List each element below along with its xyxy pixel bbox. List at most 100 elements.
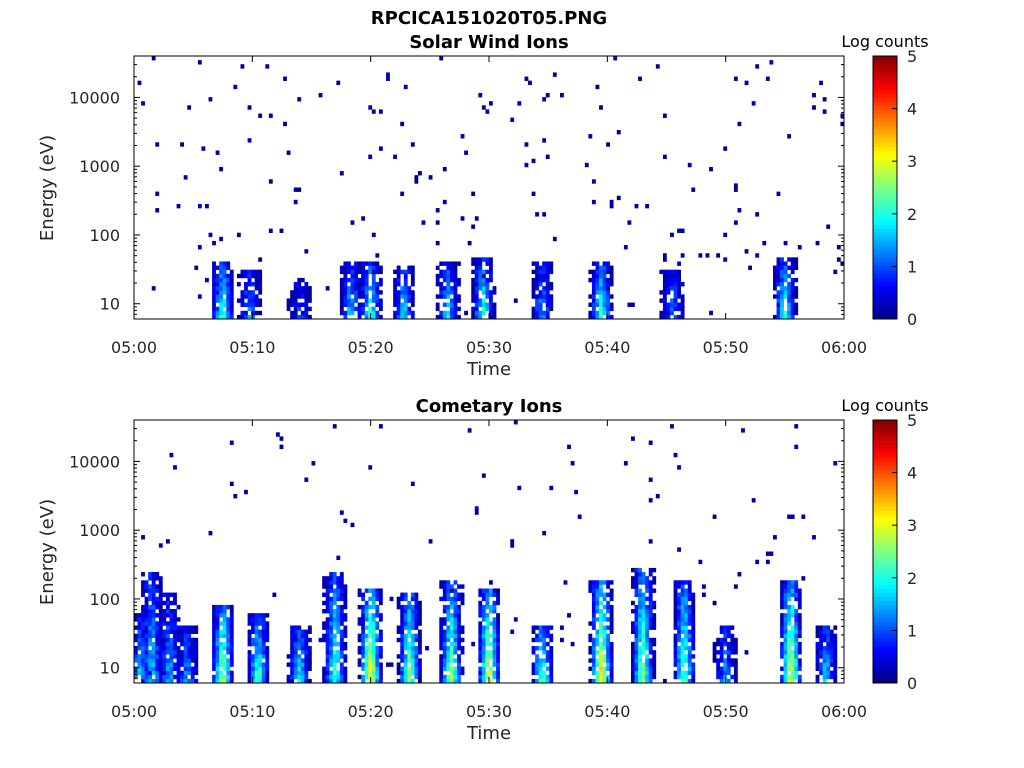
heatmap-cell <box>194 625 199 630</box>
heatmap-cell <box>158 658 163 663</box>
heatmap-cell <box>826 633 831 639</box>
heatmap-cell <box>535 314 539 320</box>
heatmap-cell <box>251 302 255 307</box>
heatmap-cell <box>606 658 610 663</box>
heatmap-cell <box>329 654 334 659</box>
heatmap-cell <box>293 290 298 295</box>
heatmap-cell <box>652 625 657 630</box>
heatmap-cell <box>542 646 547 651</box>
heatmap-cell <box>357 290 362 295</box>
heatmap-cell <box>638 650 642 655</box>
heatmap-cell <box>354 277 358 283</box>
heatmap-cell <box>797 245 802 250</box>
heatmap-cell <box>297 658 302 663</box>
heatmap-cell <box>187 666 192 671</box>
heatmap-cell <box>471 294 476 299</box>
heatmap-cell <box>151 646 156 651</box>
heatmap-cell <box>332 613 337 618</box>
heatmap-cell <box>297 277 302 283</box>
heatmap-cell <box>396 670 401 676</box>
heatmap-cell <box>400 592 405 597</box>
heatmap-cells <box>137 56 845 320</box>
heatmap-cell <box>780 298 784 303</box>
colorbar-swatch <box>873 92 897 98</box>
heatmap-cell <box>485 650 490 655</box>
heatmap-cell <box>634 637 639 643</box>
heatmap-cell <box>251 670 255 676</box>
heatmap-cell <box>684 633 689 639</box>
heatmap-cell <box>783 678 788 684</box>
heatmap-cell <box>691 613 696 618</box>
heatmap-cell <box>755 212 760 217</box>
heatmap-cell <box>300 633 305 639</box>
heatmap-cell <box>265 658 270 663</box>
heatmap-cell <box>141 674 145 680</box>
heatmap-cell <box>144 658 149 663</box>
heatmap-cell <box>187 654 192 659</box>
heatmap-cell <box>265 670 270 676</box>
heatmap-cell <box>247 138 252 143</box>
heatmap-cell <box>687 596 692 602</box>
heatmap-cell <box>787 678 792 684</box>
heatmap-cell <box>325 588 330 593</box>
heatmap-cell <box>609 641 614 647</box>
heatmap-cell <box>474 286 479 291</box>
heatmap-cell <box>364 617 369 622</box>
heatmap-cell <box>730 650 735 655</box>
heatmap-cell <box>595 629 600 634</box>
heatmap-cell <box>307 294 312 299</box>
heatmap-cell <box>634 592 639 597</box>
heatmap-cell <box>489 314 493 320</box>
heatmap-cell <box>226 678 231 684</box>
colorbar-swatch <box>873 641 897 647</box>
heatmap-cell <box>677 273 681 279</box>
colorbar-tick-label: 3 <box>907 152 917 171</box>
heatmap-cell <box>378 269 383 275</box>
heatmap-cell <box>666 286 671 291</box>
heatmap-cell <box>364 604 369 610</box>
heatmap-cell <box>354 269 358 275</box>
heatmap-cell <box>158 584 163 589</box>
heatmap-cell <box>215 314 220 320</box>
heatmap-cell <box>531 191 536 197</box>
heatmap-cell <box>680 596 685 602</box>
heatmap-cell <box>339 290 344 295</box>
heatmap-cell <box>418 666 422 671</box>
heatmap-cell <box>822 666 827 671</box>
heatmap-cell <box>304 662 309 667</box>
heatmap-cell <box>403 641 408 647</box>
heatmap-cell <box>325 650 330 655</box>
heatmap-cell <box>222 666 227 671</box>
colorbar-swatch <box>873 220 897 225</box>
heatmap-cell <box>783 592 788 597</box>
heatmap-cell <box>545 282 550 287</box>
heatmap-cell <box>673 646 678 651</box>
heatmap-cell <box>297 662 302 667</box>
y-tick-label: 10 <box>100 295 120 314</box>
heatmap-cell <box>194 637 199 643</box>
colorbar-swatch <box>873 493 897 499</box>
heatmap-cell <box>219 654 224 659</box>
heatmap-cell <box>453 613 458 618</box>
heatmap-cell <box>190 641 195 647</box>
heatmap-cell <box>687 662 692 667</box>
heatmap-cell <box>134 666 138 671</box>
heatmap-cell <box>638 76 642 81</box>
heatmap-cell <box>244 314 248 320</box>
heatmap-cell <box>219 302 224 307</box>
heatmap-cell <box>375 613 380 618</box>
heatmap-cell <box>591 277 596 283</box>
heatmap-cell <box>258 629 263 634</box>
heatmap-cell <box>158 678 163 684</box>
heatmap-cell <box>538 670 543 676</box>
heatmap-cell <box>222 261 227 266</box>
heatmap-cell <box>453 674 458 680</box>
heatmap-cell <box>489 298 493 303</box>
heatmap-cell <box>726 670 731 676</box>
heatmap-cell <box>591 678 596 684</box>
heatmap-cell <box>350 282 355 287</box>
heatmap-cell <box>666 277 671 283</box>
heatmap-cell <box>783 633 788 639</box>
heatmap-cell <box>357 294 362 299</box>
